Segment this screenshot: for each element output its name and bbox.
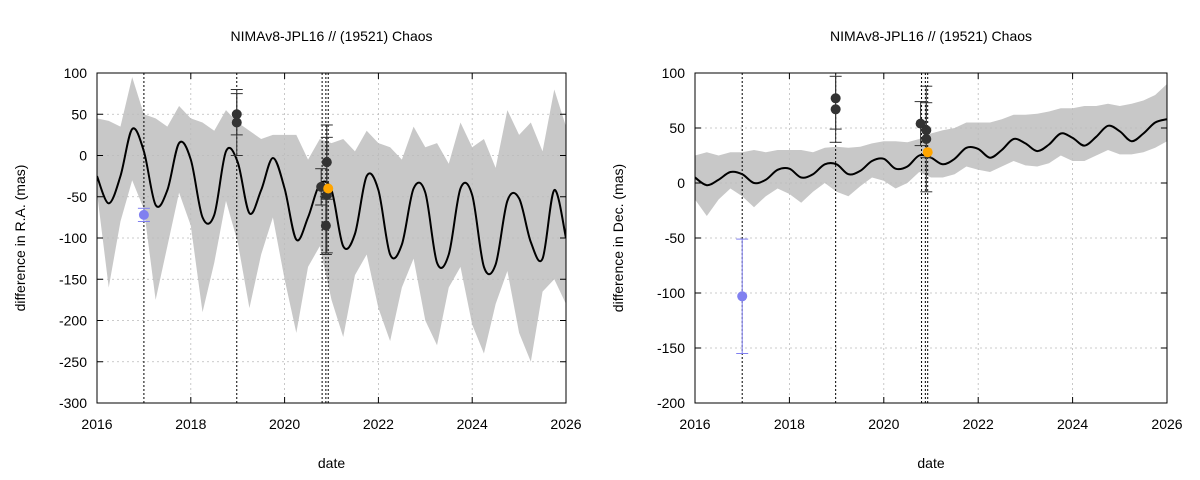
y-tick-label: -200 <box>59 313 87 329</box>
x-tick-label: 2018 <box>175 416 206 432</box>
dec-panel: NIMAv8-JPL16 // (19521) Chaos date diffe… <box>610 28 1183 471</box>
data-point <box>138 209 149 220</box>
x-tick-label: 2016 <box>81 416 112 432</box>
x-tick-label: 2026 <box>550 416 581 432</box>
data-point <box>915 118 926 129</box>
y-tick-label: 100 <box>662 65 686 81</box>
data-point <box>922 147 933 158</box>
y-axis-label: difference in Dec. (mas) <box>610 164 626 312</box>
y-tick-label: 0 <box>677 175 685 191</box>
x-tick-label: 2016 <box>679 416 710 432</box>
y-tick-label: -50 <box>665 230 685 246</box>
data-point <box>737 291 748 302</box>
y-tick-label: -200 <box>657 395 685 411</box>
y-tick-label: -300 <box>59 395 87 411</box>
x-axis-label: date <box>917 455 944 471</box>
y-tick-label: 100 <box>64 65 88 81</box>
y-tick-label: -150 <box>657 340 685 356</box>
data-point <box>231 117 242 128</box>
uncertainty-band <box>97 77 566 362</box>
x-tick-label: 2024 <box>457 416 488 432</box>
x-tick-label: 2026 <box>1151 416 1182 432</box>
y-tick-label: -100 <box>59 230 87 246</box>
data-point <box>921 134 932 144</box>
y-axis-label: difference in R.A. (mas) <box>12 165 28 312</box>
model-line <box>97 127 566 276</box>
y-tick-label: 50 <box>71 106 87 122</box>
x-tick-label: 2022 <box>363 416 394 432</box>
plot-area <box>97 73 566 403</box>
y-tick-label: -50 <box>67 189 87 205</box>
x-tick-label: 2018 <box>774 416 805 432</box>
x-tick-label: 2020 <box>868 416 899 432</box>
data-point <box>830 104 841 115</box>
x-tick-label: 2022 <box>963 416 994 432</box>
plot-area <box>695 73 1167 403</box>
y-tick-label: 50 <box>669 120 685 136</box>
x-axis-label: date <box>318 455 345 471</box>
x-tick-label: 2020 <box>269 416 300 432</box>
y-tick-label: -150 <box>59 271 87 287</box>
y-tick-label: -100 <box>657 285 685 301</box>
data-point <box>323 183 334 194</box>
ra-panel: NIMAv8-JPL16 // (19521) Chaos date diffe… <box>12 28 582 471</box>
chart-title: NIMAv8-JPL16 // (19521) Chaos <box>830 28 1032 44</box>
x-tick-label: 2024 <box>1057 416 1088 432</box>
y-tick-label: -250 <box>59 354 87 370</box>
chart-title: NIMAv8-JPL16 // (19521) Chaos <box>230 28 432 44</box>
y-tick-label: 0 <box>79 148 87 164</box>
data-point <box>320 220 331 231</box>
